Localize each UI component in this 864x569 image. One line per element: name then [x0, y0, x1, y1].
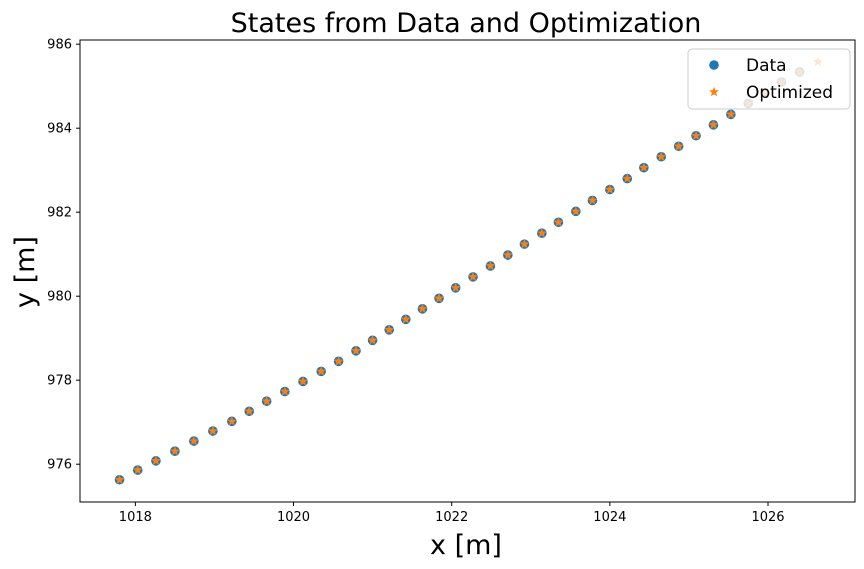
y-tick-label: 978	[47, 374, 72, 389]
optimized-point	[691, 130, 701, 140]
optimized-point	[298, 376, 308, 386]
optimized-point	[114, 474, 125, 484]
optimized-point	[604, 184, 615, 194]
y-tick-label: 982	[47, 206, 72, 221]
x-tick-label: 1020	[277, 510, 310, 525]
optimized-point	[333, 356, 344, 366]
optimized-point	[656, 151, 667, 161]
plot-frame	[79, 39, 856, 503]
optimized-point	[400, 314, 411, 324]
optimized-point	[587, 195, 598, 205]
optimized-point	[434, 293, 444, 303]
optimized-point	[708, 119, 719, 130]
optimized-point	[673, 141, 684, 151]
optimized-point	[502, 249, 513, 260]
optimized-point	[519, 238, 530, 249]
optimized-point	[384, 324, 395, 335]
optimized-point	[132, 464, 143, 475]
optimized-point	[226, 416, 237, 426]
optimized-point	[244, 406, 255, 416]
y-tick-label: 984	[47, 122, 72, 137]
optimized-point	[536, 228, 547, 238]
optimized-point	[638, 162, 649, 172]
x-axis-label: x [m]	[430, 530, 502, 561]
optimized-point	[207, 425, 218, 436]
optimized-point	[450, 282, 461, 293]
optimized-point	[261, 396, 272, 406]
optimized-point	[367, 335, 378, 345]
y-tick-label: 980	[47, 290, 72, 305]
legend-marker-optimized	[709, 86, 719, 97]
optimized-point	[570, 206, 581, 216]
x-tick-label: 1022	[435, 510, 468, 525]
optimized-point	[725, 109, 736, 119]
optimized-point	[468, 271, 478, 282]
x-tick-label: 1024	[593, 510, 626, 525]
x-tick-label: 1026	[751, 510, 784, 525]
y-tick-label: 986	[47, 38, 72, 53]
x-tick-label: 1018	[119, 510, 152, 525]
legend-label: Optimized	[746, 83, 833, 103]
optimized-point	[485, 260, 496, 271]
legend-marker-data	[709, 60, 719, 70]
optimized-point	[622, 173, 633, 183]
chart-title: States from Data and Optimization	[231, 8, 702, 39]
optimized-point	[553, 217, 564, 227]
optimized-point	[316, 366, 327, 376]
plot-area: 1018 1020 1022 1024 1026 976 978 980 982 984 986 Da…	[47, 38, 856, 525]
y-axis-label: y [m]	[10, 236, 41, 308]
optimized-point	[279, 386, 290, 396]
optimized-point	[417, 303, 428, 314]
y-tick-label: 976	[47, 458, 72, 473]
legend-label: Data	[746, 56, 787, 76]
legend-box	[687, 48, 851, 110]
optimized-point	[188, 435, 199, 446]
optimized-point	[150, 455, 161, 466]
optimized-point	[169, 445, 180, 456]
optimized-point	[351, 345, 361, 356]
